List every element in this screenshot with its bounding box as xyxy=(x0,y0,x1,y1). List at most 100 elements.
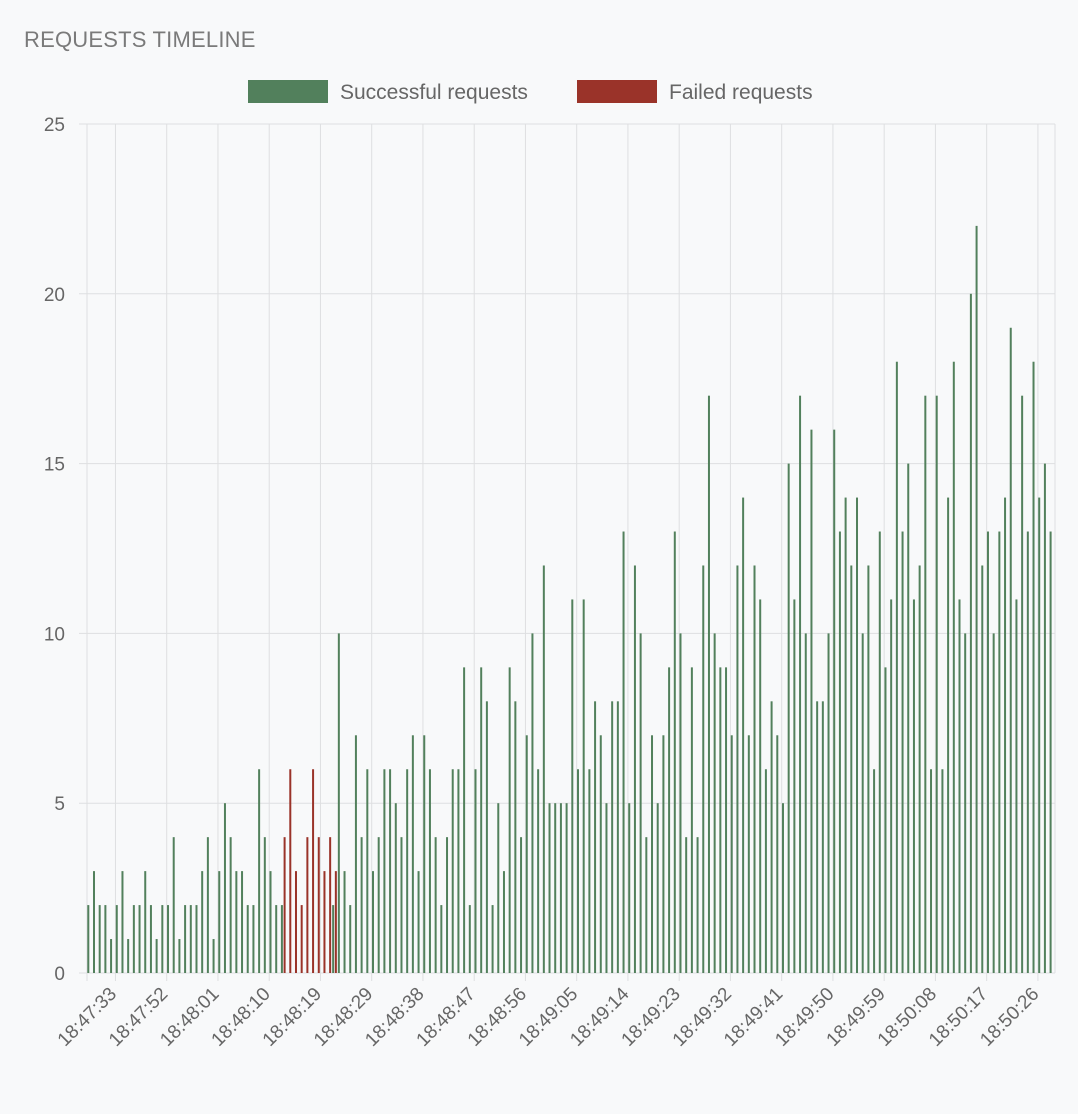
y-tick-label: 20 xyxy=(44,285,65,306)
bar-successful xyxy=(747,735,750,973)
bar-successful xyxy=(861,633,864,973)
bar-successful xyxy=(480,667,483,973)
bar-successful xyxy=(844,497,847,973)
bar-successful xyxy=(633,565,636,973)
bar-successful xyxy=(981,565,984,973)
bar-successful xyxy=(121,871,124,973)
bar-successful xyxy=(428,769,431,973)
bar-successful xyxy=(104,905,107,973)
chart-title: REQUESTS TIMELINE xyxy=(24,27,256,52)
bar-successful xyxy=(206,837,209,973)
bar-successful xyxy=(827,633,830,973)
bar-successful xyxy=(821,701,824,973)
bar-successful xyxy=(218,871,221,973)
bar-successful xyxy=(867,565,870,973)
bar-successful xyxy=(474,769,477,973)
bar-successful xyxy=(411,735,414,973)
bar-successful xyxy=(263,837,266,973)
bar-successful xyxy=(537,769,540,973)
bar-successful xyxy=(935,395,938,973)
bar-successful xyxy=(241,871,244,973)
bar-successful xyxy=(605,803,608,973)
bar-successful xyxy=(833,429,836,973)
bar-successful xyxy=(508,667,511,973)
bar-successful xyxy=(992,633,995,973)
bar-successful xyxy=(571,599,574,973)
bar-successful xyxy=(343,871,346,973)
bar-successful xyxy=(804,633,807,973)
bar-successful xyxy=(878,531,881,973)
bar-successful xyxy=(400,837,403,973)
bar-failed xyxy=(312,769,315,973)
bar-successful xyxy=(850,565,853,973)
bar-successful xyxy=(149,905,152,973)
bar-successful xyxy=(696,837,699,973)
y-tick-label: 25 xyxy=(44,115,65,136)
bar-successful xyxy=(132,905,135,973)
bar-successful xyxy=(423,735,426,973)
bar-failed xyxy=(294,871,297,973)
bar-successful xyxy=(964,633,967,973)
bar-successful xyxy=(110,939,113,973)
bar-successful xyxy=(349,905,352,973)
bar-successful xyxy=(115,905,118,973)
bar-successful xyxy=(599,735,602,973)
bar-successful xyxy=(639,633,642,973)
bar-successful xyxy=(332,905,335,973)
bar-successful xyxy=(702,565,705,973)
bar-successful xyxy=(793,599,796,973)
bar-successful xyxy=(155,939,158,973)
bar-successful xyxy=(895,361,898,974)
bar-successful xyxy=(463,667,466,973)
bar-successful xyxy=(673,531,676,973)
bar-successful xyxy=(890,599,893,973)
bar-successful xyxy=(941,769,944,973)
bar-successful xyxy=(730,735,733,973)
bar-successful xyxy=(514,701,517,973)
bar-successful xyxy=(1043,463,1046,973)
bar-successful xyxy=(229,837,232,973)
bar-successful xyxy=(451,769,454,973)
bar-successful xyxy=(662,735,665,973)
bar-successful xyxy=(195,905,198,973)
bar-successful xyxy=(838,531,841,973)
bar-successful xyxy=(1009,327,1012,973)
grid xyxy=(79,123,1056,981)
legend-label-successful: Successful requests xyxy=(340,81,528,104)
bar-successful xyxy=(565,803,568,973)
bar-successful xyxy=(611,701,614,973)
bar-successful xyxy=(497,803,500,973)
legend[interactable]: Successful requests Failed requests xyxy=(248,80,813,104)
bar-failed xyxy=(300,905,303,973)
bar-successful xyxy=(446,837,449,973)
bar-successful xyxy=(417,871,420,973)
y-tick-label: 0 xyxy=(54,964,65,985)
bar-successful xyxy=(668,667,671,973)
bar-successful xyxy=(576,769,579,973)
bar-successful xyxy=(457,769,460,973)
bar-successful xyxy=(742,497,745,973)
legend-item-successful[interactable]: Successful requests xyxy=(248,80,528,104)
bar-successful xyxy=(246,905,249,973)
bar-successful xyxy=(167,905,170,973)
bar-successful xyxy=(92,871,95,973)
bar-successful xyxy=(713,633,716,973)
y-tick-label: 15 xyxy=(44,455,65,476)
bar-successful xyxy=(554,803,557,973)
bar-successful xyxy=(377,837,380,973)
bar-failed xyxy=(323,871,326,973)
bar-successful xyxy=(280,905,283,973)
bar-successful xyxy=(138,905,141,973)
legend-item-failed[interactable]: Failed requests xyxy=(577,80,813,104)
bar-successful xyxy=(559,803,562,973)
legend-swatch-failed xyxy=(577,80,657,103)
bar-successful xyxy=(816,701,819,973)
bar-successful xyxy=(1026,531,1029,973)
bar-successful xyxy=(502,871,505,973)
legend-label-failed: Failed requests xyxy=(669,81,813,104)
bar-successful xyxy=(366,769,369,973)
bar-successful xyxy=(588,769,591,973)
bar-successful xyxy=(1021,395,1024,973)
bar-successful xyxy=(394,803,397,973)
bar-successful xyxy=(434,837,437,973)
